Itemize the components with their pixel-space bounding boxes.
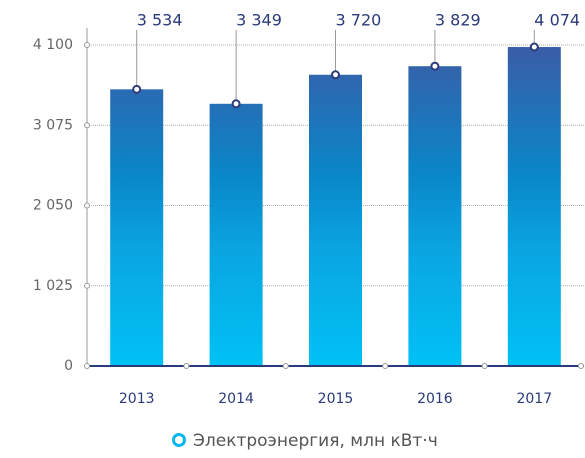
y-tick-label: 3 075 xyxy=(33,117,73,133)
x-tick-label: 2015 xyxy=(318,391,354,407)
bar xyxy=(408,66,462,366)
y-tick-label: 4 100 xyxy=(33,37,73,53)
value-label: 3 720 xyxy=(336,11,382,30)
legend-marker xyxy=(172,433,186,447)
x-tick-label: 2016 xyxy=(417,391,453,407)
x-tick-mark xyxy=(481,363,488,369)
x-tick-label: 2013 xyxy=(119,391,155,407)
point-marker xyxy=(331,70,340,80)
bar xyxy=(209,103,263,367)
point-marker xyxy=(132,84,142,94)
value-label: 4 074 xyxy=(534,11,580,30)
x-tick-mark xyxy=(183,363,190,369)
x-tick-mark xyxy=(382,363,389,369)
point-marker xyxy=(529,42,539,52)
bar xyxy=(507,47,561,366)
x-tick-mark xyxy=(84,363,90,369)
y-tick-mark xyxy=(84,122,90,129)
x-tick-label: 2017 xyxy=(516,391,552,407)
x-tick-mark xyxy=(282,363,289,369)
y-tick-mark xyxy=(84,202,90,209)
value-label: 3 534 xyxy=(137,11,183,30)
point-marker xyxy=(430,61,440,71)
legend-label: Электроэнергия, млн кВт·ч xyxy=(193,431,438,451)
x-tick-label: 2014 xyxy=(218,391,254,407)
value-label: 3 349 xyxy=(236,11,282,30)
value-label: 3 829 xyxy=(435,11,481,30)
y-tick-label: 2 050 xyxy=(33,198,73,214)
y-tick-label: 0 xyxy=(64,358,73,374)
bar xyxy=(110,89,164,366)
y-tick-mark xyxy=(84,282,90,289)
point-marker xyxy=(231,99,241,109)
x-tick-mark xyxy=(578,363,584,369)
y-tick-mark xyxy=(84,42,90,48)
y-tick-label: 1 025 xyxy=(33,278,73,294)
bar xyxy=(309,74,362,366)
